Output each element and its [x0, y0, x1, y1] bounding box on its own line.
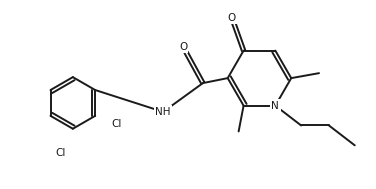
Text: Cl: Cl [111, 119, 121, 129]
Text: N: N [271, 101, 279, 111]
Text: NH: NH [155, 107, 171, 117]
Text: O: O [179, 42, 187, 52]
Text: Cl: Cl [56, 148, 66, 158]
Text: O: O [227, 13, 236, 23]
